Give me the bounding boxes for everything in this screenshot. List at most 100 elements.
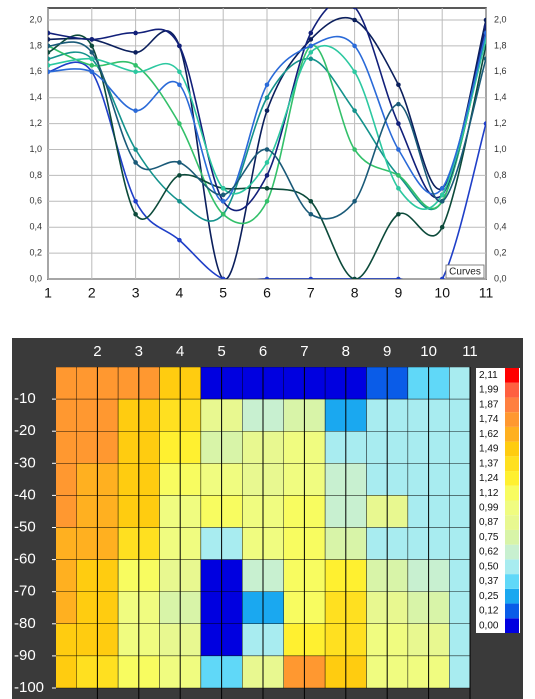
x-tick-label: 3 bbox=[132, 285, 140, 301]
colorbar-label: 0,00 bbox=[479, 620, 499, 631]
contour-chart: 2 3 4 5 6 7 8 9 10 11 -10 -20 -30 -40 -50 -60 -70 -80 -90 -… bbox=[14, 343, 520, 699]
colorbar-label: 0,75 bbox=[479, 532, 499, 543]
y-tick-label: -60 bbox=[14, 551, 36, 568]
y2-tick-label: 0,4 bbox=[494, 222, 507, 232]
point bbox=[352, 8, 357, 10]
point bbox=[264, 186, 270, 191]
point bbox=[264, 173, 270, 178]
y2-tick-label: 0,8 bbox=[494, 170, 507, 180]
y-tick-label: 0,6 bbox=[29, 196, 42, 206]
y-tick-label: 0,4 bbox=[29, 222, 42, 232]
point bbox=[89, 56, 95, 62]
point bbox=[177, 43, 182, 49]
x-tick-label: 2 bbox=[88, 285, 96, 301]
y-tick-label: -100 bbox=[14, 679, 44, 696]
point bbox=[396, 211, 401, 217]
colorbar-swatch bbox=[505, 397, 519, 413]
colorbar-label: 0,25 bbox=[479, 591, 499, 602]
x-tick-label: 6 bbox=[263, 285, 271, 301]
x-tick-label: 10 bbox=[434, 285, 450, 301]
colorbar-label: 1,37 bbox=[479, 458, 499, 469]
point bbox=[89, 63, 95, 68]
point bbox=[48, 69, 51, 75]
point bbox=[89, 69, 95, 75]
y-tick-label: -20 bbox=[14, 422, 36, 439]
x-tick-label: 4 bbox=[176, 343, 184, 360]
y-tick-label: 1,8 bbox=[29, 40, 42, 50]
colorbar-swatch bbox=[505, 544, 519, 560]
point bbox=[133, 211, 138, 217]
point bbox=[89, 43, 95, 49]
x-tick-label: 4 bbox=[176, 285, 184, 301]
annotation: Curves bbox=[449, 267, 481, 278]
point bbox=[177, 82, 182, 88]
point bbox=[133, 69, 138, 75]
point bbox=[308, 211, 314, 217]
point bbox=[396, 186, 401, 191]
colorbar-swatch bbox=[505, 456, 519, 472]
point bbox=[220, 199, 226, 204]
y2-tick-label: 1,0 bbox=[494, 144, 507, 154]
point bbox=[133, 50, 138, 55]
point bbox=[264, 95, 270, 100]
point bbox=[308, 30, 314, 36]
colorbar-label: 1,49 bbox=[479, 444, 499, 455]
series-line bbox=[48, 16, 486, 279]
x-tick-label: 5 bbox=[219, 285, 227, 301]
colorbar-swatch bbox=[505, 588, 519, 604]
point bbox=[89, 37, 95, 42]
point bbox=[308, 43, 314, 49]
point bbox=[308, 56, 314, 62]
point bbox=[483, 24, 486, 29]
colorbar-swatch bbox=[505, 471, 519, 486]
y2-tick-label: 2,0 bbox=[494, 14, 507, 24]
point bbox=[264, 199, 270, 204]
colorbar-swatch bbox=[505, 382, 519, 398]
colorbar-swatch bbox=[505, 515, 519, 530]
colorbar-label: 0,99 bbox=[479, 503, 499, 514]
y-tick-label: -40 bbox=[14, 486, 36, 503]
x-tick-label: 11 bbox=[479, 285, 494, 301]
colorbar-label: 0,37 bbox=[479, 576, 499, 587]
point bbox=[483, 56, 486, 62]
y2-tick-label: 1,8 bbox=[494, 40, 507, 50]
y2-tick-label: 1,2 bbox=[494, 118, 507, 128]
colorbar-label: 2,11 bbox=[479, 370, 498, 381]
point bbox=[133, 30, 138, 36]
colorbar-swatch bbox=[505, 485, 519, 501]
line-chart: 0,0 0,0 0,2 0,2 0,4 0,4 0,6 0,6 0,8 0,8 1,0 1,0 1,2 1… bbox=[29, 7, 507, 301]
point bbox=[439, 186, 445, 191]
colorbar-label: 1,87 bbox=[479, 399, 499, 410]
y2-tick-label: 1,6 bbox=[494, 66, 507, 76]
annotation-box bbox=[445, 264, 485, 279]
point bbox=[48, 43, 51, 49]
y-tick-label: 0,2 bbox=[29, 247, 42, 257]
colorbar-swatch bbox=[505, 574, 519, 589]
colorbar-label: 0,50 bbox=[479, 561, 499, 572]
y-tick-label: 1,4 bbox=[29, 92, 42, 102]
point bbox=[439, 192, 445, 198]
point bbox=[48, 63, 51, 68]
point bbox=[264, 108, 270, 113]
x-tick-label: 9 bbox=[383, 343, 391, 360]
point bbox=[396, 121, 401, 126]
point bbox=[396, 147, 401, 152]
colorbar-swatch bbox=[505, 529, 519, 545]
colorbar-swatch bbox=[505, 426, 519, 442]
point bbox=[396, 101, 401, 107]
point bbox=[89, 50, 95, 55]
y-tick-label: 1,2 bbox=[29, 118, 42, 128]
x-tick-label: 10 bbox=[420, 343, 437, 360]
colorbar-swatch bbox=[505, 368, 519, 383]
point bbox=[177, 160, 182, 165]
colorbar-label: 1,24 bbox=[479, 473, 499, 484]
series-line bbox=[48, 41, 486, 220]
point bbox=[396, 276, 401, 279]
y-tick-label: 0,0 bbox=[29, 273, 42, 283]
y-tick-label: 1,0 bbox=[29, 144, 42, 154]
colorbar-label: 1,74 bbox=[479, 414, 499, 425]
point bbox=[483, 121, 486, 126]
x-tick-label: 9 bbox=[395, 285, 403, 301]
series-group bbox=[48, 8, 486, 279]
